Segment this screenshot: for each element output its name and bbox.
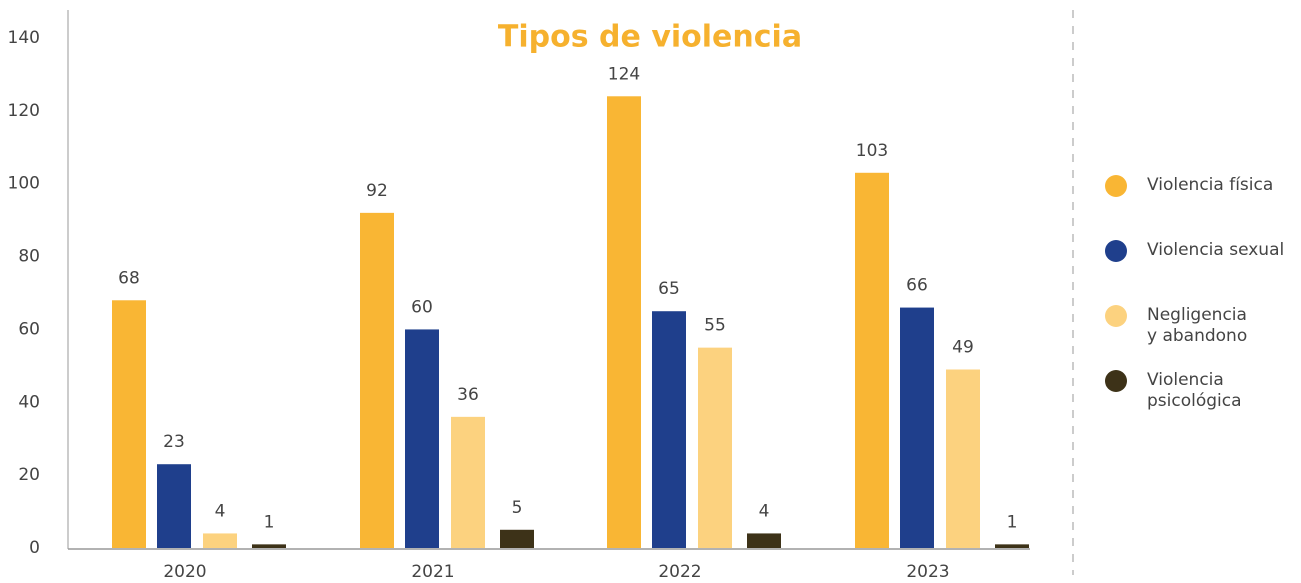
legend-swatch (1105, 305, 1127, 327)
y-tick-label: 80 (18, 247, 40, 267)
bar (500, 529, 534, 548)
legend-label: Violencia física (1147, 175, 1274, 195)
bar (652, 311, 686, 548)
data-label: 5 (512, 498, 523, 518)
y-tick-label: 60 (18, 319, 40, 339)
bar (360, 212, 394, 548)
legend-swatch (1105, 240, 1127, 262)
bar (451, 416, 485, 548)
legend-swatch (1105, 370, 1127, 392)
bar (607, 96, 641, 549)
x-tick-label: 2023 (906, 562, 949, 582)
data-label: 66 (906, 276, 928, 296)
legend-label: Violencia psicológica (1147, 370, 1242, 411)
legend-item: Violencia psicológica (1105, 370, 1295, 412)
data-label: 124 (608, 64, 640, 84)
data-label: 68 (118, 268, 140, 288)
bar (252, 544, 286, 548)
legend-label: Negligencia y abandono (1147, 305, 1248, 346)
data-label: 103 (856, 141, 888, 161)
bar (203, 533, 237, 548)
legend-swatch (1105, 175, 1127, 197)
data-label: 4 (759, 501, 770, 521)
legend-item: Violencia sexual (1105, 240, 1295, 262)
data-label: 49 (952, 338, 974, 358)
data-label: 23 (163, 432, 185, 452)
bar (698, 347, 732, 548)
data-label: 4 (215, 501, 226, 521)
chart-title: Tipos de violencia (498, 20, 802, 55)
data-label: 92 (366, 181, 388, 201)
bar (855, 172, 889, 549)
x-tick-label: 2022 (658, 562, 701, 582)
y-tick-label: 120 (8, 101, 40, 121)
x-tick-label: 2020 (163, 562, 206, 582)
bar (995, 544, 1029, 548)
data-label: 1 (264, 512, 275, 532)
y-tick-label: 20 (18, 465, 40, 485)
data-label: 36 (457, 385, 479, 405)
bar (747, 533, 781, 548)
bar (405, 329, 439, 548)
data-label: 55 (704, 316, 726, 336)
legend-label: Violencia sexual (1147, 240, 1285, 260)
data-label: 60 (411, 297, 433, 317)
x-tick-label: 2021 (411, 562, 454, 582)
y-tick-label: 100 (8, 174, 40, 194)
y-tick-label: 0 (29, 538, 40, 558)
legend-item: Negligencia y abandono (1105, 305, 1295, 347)
bar (946, 369, 980, 548)
bar (900, 307, 934, 548)
y-tick-label: 40 (18, 392, 40, 412)
bar (112, 300, 146, 548)
y-tick-label: 140 (8, 28, 40, 48)
data-label: 1 (1007, 512, 1018, 532)
legend-item: Violencia física (1105, 175, 1295, 197)
bar (157, 464, 191, 548)
data-label: 65 (658, 279, 680, 299)
